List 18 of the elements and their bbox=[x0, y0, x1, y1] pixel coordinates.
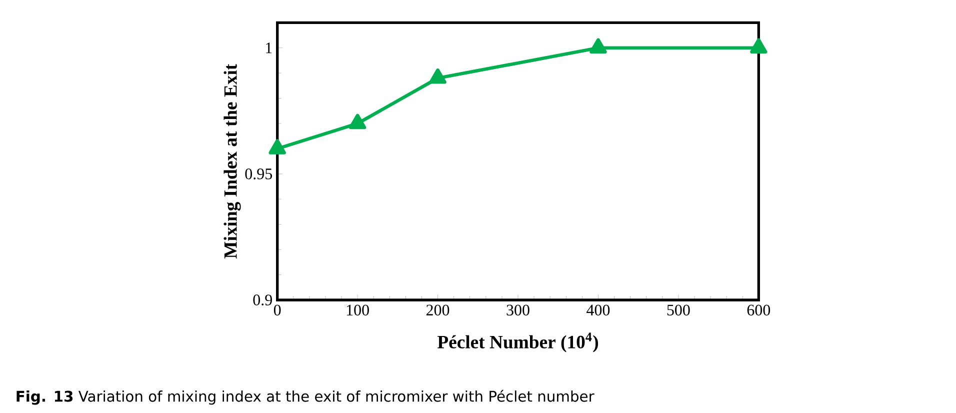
x-tick-label: 100 bbox=[346, 304, 369, 316]
y-tick-label: 1 bbox=[266, 42, 272, 53]
x-tick-label: 500 bbox=[667, 304, 690, 316]
y-tick-label: 0.95 bbox=[245, 168, 272, 180]
point bbox=[348, 114, 366, 130]
x-tick-label: 0 bbox=[274, 304, 281, 316]
point bbox=[429, 68, 446, 84]
y-tick-label: 0.9 bbox=[253, 294, 272, 306]
x-tick-label: 200 bbox=[426, 304, 450, 316]
point bbox=[268, 138, 286, 154]
text: Fig. 13 Variation of mixing index at the exit of micromixer with Péclet number bbox=[16, 390, 594, 405]
x-tick-label: 400 bbox=[586, 304, 610, 316]
x-axis-title: Péclet Number (10$^{4}$) bbox=[437, 332, 598, 352]
point bbox=[590, 38, 607, 54]
x-tick-label: 600 bbox=[747, 304, 770, 316]
point bbox=[750, 38, 768, 54]
y-axis-title: Mixing Index at the Exit bbox=[224, 64, 241, 258]
x-tick-label: 300 bbox=[506, 304, 530, 316]
